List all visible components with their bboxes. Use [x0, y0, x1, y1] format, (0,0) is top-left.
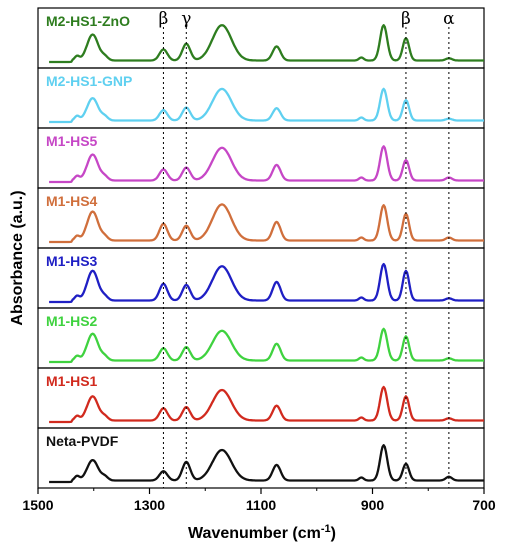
series-label: M2-HS1-ZnO	[46, 13, 130, 29]
series-label: M1-HS1	[46, 373, 98, 389]
series-label: M1-HS5	[46, 133, 98, 149]
phase-label: β	[159, 9, 169, 29]
series-line	[49, 385, 485, 424]
series-label: Neta-PVDF	[46, 433, 119, 449]
panel-frame	[37, 127, 485, 189]
panels	[37, 7, 485, 489]
x-axis-ticks: 1500 1300 1100 900 700	[22, 488, 496, 513]
y-axis-title: Absorbance (a.u.)	[9, 190, 26, 325]
x-tick-label: 1100	[246, 497, 277, 513]
x-tick-label: 1300	[134, 497, 165, 513]
x-tick-label: 900	[361, 497, 385, 513]
panel-frame	[37, 367, 485, 429]
x-tick-label: 1500	[22, 497, 53, 513]
series-curves	[49, 24, 485, 484]
series-label: M2-HS1-GNP	[46, 73, 132, 89]
series-line	[49, 327, 485, 364]
x-axis-title: Wavenumber (cm-1)	[188, 523, 336, 542]
series-line	[49, 444, 485, 484]
panel-frame	[37, 187, 485, 249]
series-label: M1-HS2	[46, 313, 98, 329]
phase-label: α	[443, 9, 455, 29]
series-label: M1-HS3	[46, 253, 98, 269]
panel-frame	[37, 307, 485, 369]
series-line	[49, 262, 485, 304]
x-tick-label: 700	[472, 497, 496, 513]
series-label: M1-HS4	[46, 193, 98, 209]
series-line	[49, 145, 485, 184]
series-labels: M2-HS1-ZnO M2-HS1-GNP M1-HS5 M1-HS4 M1-HS3 M1…	[46, 13, 132, 449]
series-line	[49, 24, 485, 64]
phase-label: β	[401, 9, 411, 29]
phase-label: γ	[181, 9, 191, 29]
series-line	[49, 203, 485, 244]
series-line	[49, 87, 485, 124]
panel-frame	[37, 247, 485, 309]
